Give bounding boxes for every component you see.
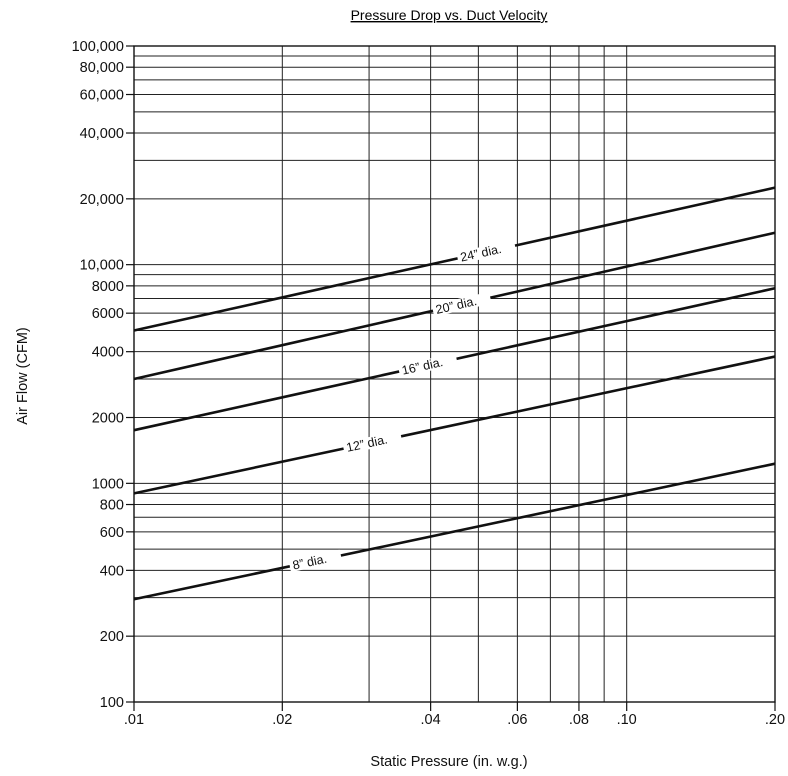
x-tick-label-08: .08 [569, 712, 589, 728]
y-tick-label-10-000: 10,000 [80, 258, 124, 274]
chart-title: Pressure Drop vs. Duct Velocity [351, 7, 548, 23]
series-line-12-dia [133, 355, 776, 495]
y-axis-label: Air Flow (CFM) [15, 327, 31, 424]
y-tick-label-40-000: 40,000 [80, 126, 124, 142]
y-tick-label-60-000: 60,000 [80, 88, 124, 104]
grid [133, 45, 776, 703]
y-tick-label-400: 400 [100, 563, 124, 579]
y-tick-label-2000: 2000 [92, 411, 124, 427]
series-label-bg-20-dia [431, 291, 492, 317]
y-tick-label-4000: 4000 [92, 345, 124, 361]
y-tick-label-800: 800 [100, 498, 124, 514]
x-tick-label-20: .20 [765, 712, 785, 728]
x-axis-label: Static Pressure (in. w.g.) [370, 754, 527, 770]
y-tick-label-20-000: 20,000 [80, 192, 124, 208]
series-line-24-dia [133, 186, 776, 332]
y-tick-label-200: 200 [100, 629, 124, 645]
y-tick-label-100-000: 100,000 [72, 39, 124, 55]
series-label-8-dia: 8” dia. [291, 552, 328, 573]
series-line-8-dia [133, 462, 776, 601]
series-label-bg-8-dia [288, 549, 343, 573]
series-label-12-dia: 12” dia. [345, 432, 389, 454]
y-tick-label-6000: 6000 [92, 306, 124, 322]
x-tick-label-10: .10 [617, 712, 637, 728]
plot-frame [133, 45, 776, 703]
x-tick-label-06: .06 [507, 712, 527, 728]
x-tick-label-02: .02 [272, 712, 292, 728]
series-lines: 8” dia.12” dia.16” dia.20” dia.24” dia. [133, 186, 776, 601]
y-tick-label-100: 100 [100, 695, 124, 711]
y-tick-label-1000: 1000 [92, 476, 124, 492]
series-label-bg-12-dia [342, 430, 403, 455]
series-label-group-24-dia: 24” dia. [456, 239, 517, 265]
series-label-bg-16-dia [397, 352, 458, 378]
y-tick-label-80-000: 80,000 [80, 60, 124, 76]
series-label-group-8-dia: 8” dia. [288, 549, 343, 573]
y-tick-label-8000: 8000 [92, 279, 124, 295]
tick-labels: 100 200 400 600 800 1000 2000 4000 6000 8000 10,00… [72, 39, 786, 728]
y-tick-label-600: 600 [100, 525, 124, 541]
series-label-group-12-dia: 12” dia. [342, 430, 403, 455]
series-label-16-dia: 16” dia. [401, 355, 445, 378]
series-label-group-16-dia: 16” dia. [397, 352, 458, 378]
series-label-24-dia: 24” dia. [459, 242, 503, 265]
x-tick-label-04: .04 [421, 712, 441, 728]
series-label-bg-24-dia [456, 239, 517, 265]
x-tick-label-01: .01 [124, 712, 144, 728]
